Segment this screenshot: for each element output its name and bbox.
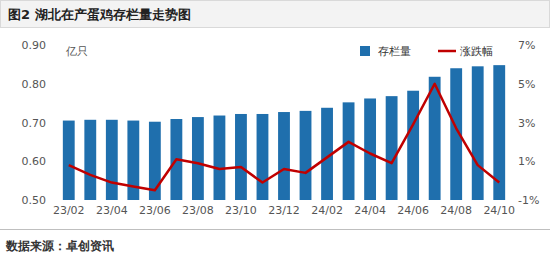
y2-tick <box>510 200 513 201</box>
legend-label: 涨跌幅 <box>460 45 493 58</box>
chart: 图2 湖北在产蛋鸡存栏量走势图 0.50 0.60 0.70 0.80 0.90 -1% 1%… <box>0 0 550 264</box>
bar <box>106 120 118 200</box>
y-tick-label: 0.90 <box>22 39 47 52</box>
bar <box>472 66 484 200</box>
bar <box>257 114 269 200</box>
x-tick-label: 24/02 <box>311 204 343 217</box>
bar <box>192 117 204 200</box>
y2-tick-label: -1% <box>518 194 539 207</box>
legend: 存栏量 涨跌幅 <box>360 45 493 58</box>
bar <box>63 121 75 200</box>
x-tick-label: 23/02 <box>53 204 85 217</box>
y-tick-label: 0.70 <box>22 117 47 130</box>
bar <box>386 96 398 200</box>
bar <box>214 116 226 200</box>
bar <box>278 112 290 200</box>
y-tick <box>55 200 58 201</box>
x-tick-label: 24/08 <box>440 204 472 217</box>
y-tick <box>55 122 58 123</box>
legend-label: 存栏量 <box>378 45 411 58</box>
x-tick-label: 24/04 <box>354 204 386 217</box>
bar <box>343 102 355 200</box>
bar <box>300 111 312 200</box>
y2-tick <box>510 83 513 84</box>
y2-tick-label: 3% <box>518 117 535 130</box>
bar <box>429 77 441 200</box>
plot-area <box>63 65 505 200</box>
y-tick <box>55 45 58 46</box>
y-tick-label: 0.80 <box>22 78 47 91</box>
x-tick-label: 23/04 <box>96 204 128 217</box>
y2-tick <box>510 122 513 123</box>
source: 数据来源：卓创资讯 <box>5 239 114 253</box>
title-bar <box>1 1 550 28</box>
separator <box>0 229 550 230</box>
y-tick <box>55 83 58 84</box>
bar <box>235 114 247 200</box>
y2-tick-label: 7% <box>518 39 535 52</box>
line <box>69 84 499 191</box>
y2-tick <box>510 45 513 46</box>
y2-tick-label: 1% <box>518 155 535 168</box>
y-tick <box>55 161 58 162</box>
x-tick-label: 23/12 <box>268 204 300 217</box>
bar <box>407 91 419 200</box>
x-tick-label: 23/06 <box>139 204 171 217</box>
x-tick-label: 23/10 <box>225 204 257 217</box>
x-tick-label: 24/10 <box>483 204 515 217</box>
y2-tick <box>510 161 513 162</box>
y-tick-label: 0.60 <box>22 155 47 168</box>
title: 图2 湖北在产蛋鸡存栏量走势图 <box>8 7 191 22</box>
bar <box>364 98 376 200</box>
bar <box>84 120 96 200</box>
x-tick-label: 23/08 <box>182 204 214 217</box>
y2-tick-label: 5% <box>518 78 535 91</box>
legend-swatch <box>360 46 370 56</box>
legend-swatch <box>438 50 456 53</box>
x-tick-label: 24/06 <box>397 204 429 217</box>
y-axis-label: 亿只 <box>65 45 88 58</box>
y-tick-label: 0.50 <box>22 194 47 207</box>
